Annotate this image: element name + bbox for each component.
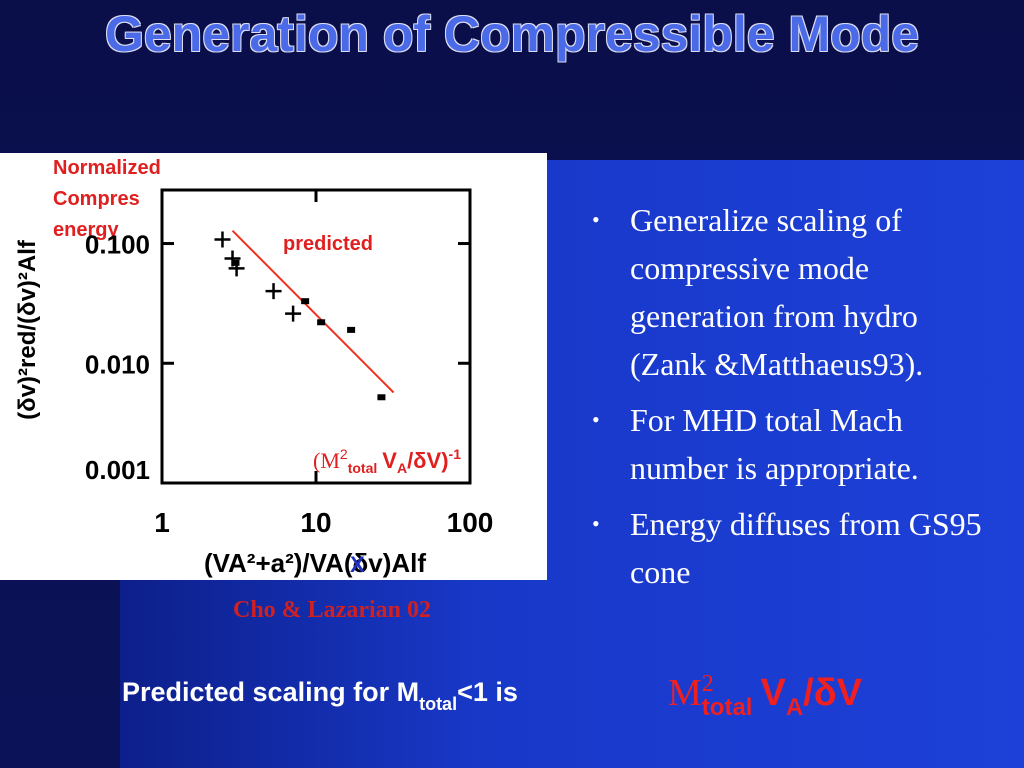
note-line: energy (53, 219, 119, 241)
y-tick-label: 0.001 (85, 455, 150, 485)
formula-part: V (760, 672, 786, 714)
formula-part: 2 (702, 671, 714, 697)
y-axis-label: (δv)²red/(δv)²Alf (14, 239, 41, 420)
fit-part: A (397, 460, 407, 476)
y-tick-label: 0.010 (85, 349, 150, 379)
fit-part: total (348, 460, 378, 476)
fit-line (231, 229, 395, 394)
formula-part: M (668, 672, 702, 714)
plus-marker (214, 231, 231, 248)
dot-marker (301, 298, 310, 305)
y-note: Normalized Compres energy (53, 157, 161, 241)
dot-marker (347, 326, 356, 333)
formula-part: /δV (803, 672, 863, 714)
predicted-label: predicted (283, 233, 373, 255)
x-axis-label: (VA²+a²)/VA(δv)Alf (204, 548, 426, 578)
note-line: Compres (53, 188, 140, 210)
fit-part: V (382, 448, 397, 473)
bullet: For MHD total Mach number is appropriate… (588, 396, 998, 492)
dot-marker (317, 319, 326, 326)
fit-part: /δV) (407, 448, 448, 473)
chart-background (0, 153, 547, 580)
fit-part: 2 (340, 446, 348, 462)
x-tick-label: 1 (154, 507, 170, 538)
formula-part: A (786, 694, 803, 721)
y-tick-label: 0.100 (85, 230, 150, 260)
x-tick-label: 100 (447, 507, 494, 538)
fit-part: -1 (449, 446, 462, 462)
dot-marker (231, 259, 240, 266)
bullet-list: Generalize scaling of compressive mode g… (588, 196, 998, 604)
formula: M2 total VA/δV (668, 671, 863, 721)
x-tick-label: 10 (300, 507, 331, 538)
plus-marker (285, 305, 302, 322)
conclusion-part: Predicted scaling for M (122, 677, 419, 707)
plus-marker (265, 283, 282, 300)
conclusion-part: total (419, 694, 457, 714)
fit-label: (M2total VA/δV)-1 (313, 446, 461, 476)
caption: Cho & Lazarian 02 (233, 597, 431, 623)
axis-mark: X (350, 552, 365, 577)
conclusion: Predicted scaling for Mtotal<1 is (122, 677, 518, 714)
bullet: Energy diffuses from GS95 cone (588, 500, 998, 596)
slide-title: Generation of Compressible Mode (104, 6, 919, 62)
bullet: Generalize scaling of compressive mode g… (588, 196, 998, 388)
dot-marker (377, 394, 386, 401)
fit-part: (M (313, 448, 340, 473)
conclusion-part: <1 is (457, 677, 518, 707)
formula-part: total (702, 694, 753, 721)
note-line: Normalized (53, 157, 161, 179)
